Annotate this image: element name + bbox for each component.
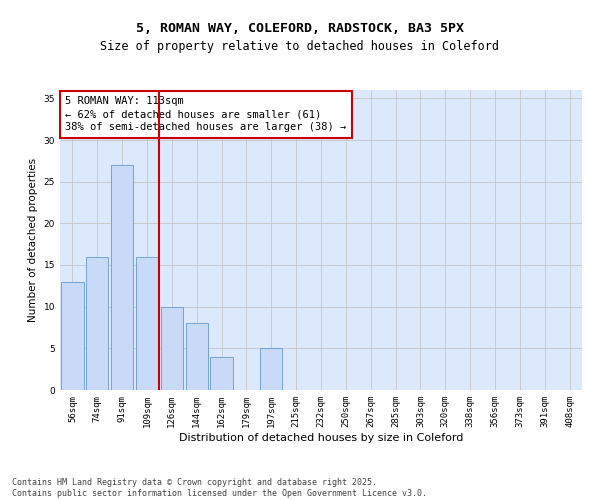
Text: 5, ROMAN WAY, COLEFORD, RADSTOCK, BA3 5PX: 5, ROMAN WAY, COLEFORD, RADSTOCK, BA3 5P… [136,22,464,36]
X-axis label: Distribution of detached houses by size in Coleford: Distribution of detached houses by size … [179,432,463,442]
Bar [111,165,133,390]
Text: 5 ROMAN WAY: 113sqm
← 62% of detached houses are smaller (61)
38% of semi-detach: 5 ROMAN WAY: 113sqm ← 62% of detached ho… [65,96,346,132]
Bar [211,356,233,390]
Bar [61,282,83,390]
Bar [185,324,208,390]
Y-axis label: Number of detached properties: Number of detached properties [28,158,38,322]
Text: Contains HM Land Registry data © Crown copyright and database right 2025.
Contai: Contains HM Land Registry data © Crown c… [12,478,427,498]
Bar [86,256,109,390]
Bar [136,256,158,390]
Bar [260,348,283,390]
Text: Size of property relative to detached houses in Coleford: Size of property relative to detached ho… [101,40,499,53]
Bar [161,306,183,390]
